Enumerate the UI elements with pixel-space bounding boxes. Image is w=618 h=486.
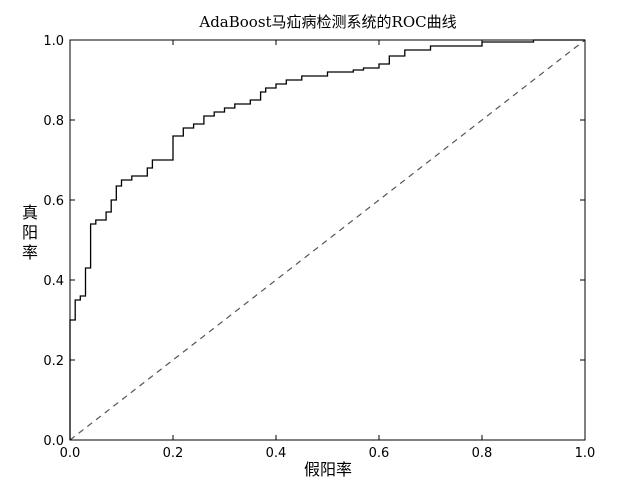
y-axis: 0.0 0.2 0.4 0.6 0.8 1.0 — [43, 34, 585, 449]
y-tick-label: 0.6 — [43, 194, 64, 209]
x-tick-label: 1.0 — [575, 446, 596, 461]
x-axis-label: 假阳率 — [304, 460, 352, 479]
x-tick-label: 0.8 — [472, 446, 493, 461]
x-tick-label: 0.2 — [163, 446, 184, 461]
x-axis: 0.0 0.2 0.4 0.6 0.8 1.0 — [60, 40, 596, 461]
y-tick-label: 0.2 — [43, 354, 64, 369]
y-tick-label: 0.8 — [43, 114, 64, 129]
plot-area — [69, 39, 586, 441]
y-tick-label: 1.0 — [43, 34, 64, 49]
x-tick-label: 0.4 — [266, 446, 287, 461]
y-tick-label: 0.4 — [43, 274, 64, 289]
chart-title: AdaBoost马疝病检测系统的ROC曲线 — [198, 13, 456, 31]
random-guess-diagonal-line — [69, 39, 586, 441]
y-tick-label: 0.0 — [43, 434, 64, 449]
plot-frame — [69, 39, 586, 441]
roc-curve-line — [69, 39, 585, 440]
x-tick-label: 0.0 — [60, 446, 81, 461]
y-axis-label: 真阳率 — [22, 203, 38, 262]
x-tick-label: 0.6 — [369, 446, 390, 461]
